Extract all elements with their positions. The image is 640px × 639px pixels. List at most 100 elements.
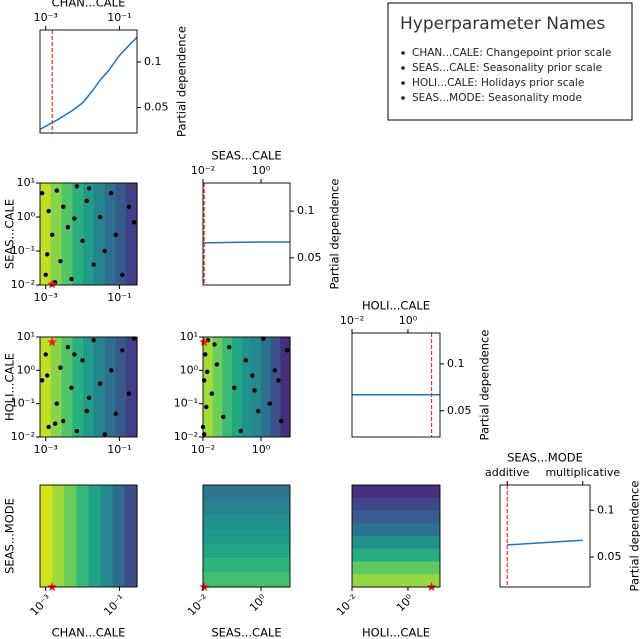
x-tick-label: 10⁻¹ [107, 443, 131, 456]
axes-frame [202, 336, 291, 438]
axes-frame [202, 182, 291, 286]
contour-band [40, 337, 52, 437]
sample-point [267, 401, 272, 406]
sample-point [120, 272, 125, 277]
pd-line [39, 36, 138, 131]
contour-band [83, 183, 95, 285]
contour-band [100, 485, 114, 587]
contour-band [72, 183, 84, 285]
contour-band [61, 337, 73, 437]
y-tick-label: 10⁰ [180, 363, 199, 376]
axes-frame [351, 484, 441, 588]
y-tick-label: 0.05 [597, 550, 622, 563]
sample-point [54, 401, 60, 406]
x-axis-label: HOLI...CALE [362, 299, 430, 313]
contour-band [112, 485, 126, 587]
contour-band [352, 536, 440, 550]
x-tick-label: 10⁻¹ [107, 291, 131, 304]
sample-point [126, 391, 132, 396]
panel: 10⁻³ 10⁻¹ CHAN...CALE SEAS...MODE [3, 484, 138, 639]
bullet [401, 81, 405, 85]
contour-band [280, 337, 291, 437]
best-point [47, 279, 57, 289]
sample-point [43, 272, 48, 277]
x-tick-label: 10⁻³ [34, 11, 58, 24]
x-axis-label: HOLI...CALE [362, 626, 430, 639]
x-tick-label: 10⁻¹ [101, 592, 127, 618]
contour-band [76, 485, 90, 587]
y-tick-label: 10⁻¹ [174, 397, 198, 410]
y-tick-label: 10¹ [17, 330, 35, 343]
axes-frame [39, 29, 138, 134]
axes-frame [351, 332, 441, 438]
best-point [199, 582, 209, 591]
x-tick-label: multiplicative [545, 466, 620, 479]
y-axis-label: Partial dependence [478, 330, 492, 441]
best-point [47, 337, 57, 347]
sample-point [250, 373, 255, 378]
sample-point [84, 198, 89, 203]
y-tick-label: 0.1 [447, 357, 465, 370]
sample-point [43, 352, 48, 357]
x-tick-label: 10⁰ [399, 314, 418, 327]
y-tick-label: 0.1 [144, 55, 162, 68]
contour-band [126, 337, 138, 437]
legend-title: Hyperparameter Names [400, 14, 605, 34]
sample-point [209, 391, 214, 396]
sample-point [61, 204, 66, 209]
contour-band [64, 485, 77, 587]
x-tick-label: 10⁻³ [28, 592, 54, 618]
contour-band [222, 337, 233, 437]
sample-point [131, 220, 137, 225]
sample-point [39, 191, 45, 196]
sample-point [58, 259, 63, 264]
contour-band [93, 183, 106, 285]
y-tick-label: 10⁰ [17, 210, 36, 223]
sample-point [84, 408, 89, 414]
legend-box: Hyperparameter Names CHAN...CALE: Change… [387, 2, 633, 121]
contour-band [203, 485, 290, 501]
y-tick-label: 10⁻¹ [11, 244, 35, 257]
sample-point [46, 424, 51, 430]
legend-item: HOLI...CALE: Holidays prior scale [412, 77, 584, 89]
x-tick-label: additive [485, 466, 530, 479]
x-axis-label: SEAS...CALE [211, 626, 281, 639]
contour-band [232, 337, 243, 437]
sample-point [113, 232, 119, 237]
contour-band [203, 572, 290, 588]
y-axis-label: Partial dependence [628, 481, 640, 592]
sample-point [109, 191, 114, 196]
sample-point [80, 358, 85, 363]
contour-band [40, 183, 52, 285]
y-axis-label: HOLI...CALE [3, 353, 17, 421]
panel: 10⁻² 10⁰ 10⁻² 10⁻¹ 10⁰ 10¹ [174, 330, 291, 456]
y-axis-label: Partial dependence [175, 26, 189, 137]
contour-band [352, 485, 440, 499]
sample-point [102, 432, 107, 437]
contour-band [40, 485, 53, 587]
sample-point [74, 428, 80, 434]
y-tick-label: 10¹ [180, 330, 198, 343]
x-tick-label: 10⁻³ [34, 291, 58, 304]
contour-band [261, 337, 272, 437]
bullet [401, 66, 405, 70]
sample-point [214, 362, 220, 367]
x-tick-label: 10⁻² [191, 443, 215, 456]
sample-point [61, 418, 66, 424]
y-tick-label: 10⁻² [11, 430, 35, 443]
sample-point [52, 421, 58, 426]
bullet [401, 51, 405, 55]
contour-band [104, 183, 117, 285]
sample-point [205, 369, 210, 375]
axes-frame [39, 336, 138, 438]
contour-band [104, 337, 117, 437]
sample-point [69, 385, 74, 390]
x-tick-label: 10⁰ [394, 592, 417, 615]
contour-band [352, 561, 440, 575]
contour-band [93, 337, 106, 437]
sample-point [97, 214, 103, 220]
contour-band [50, 337, 63, 437]
x-tick-label: 10⁰ [247, 592, 270, 615]
contour-band [212, 337, 223, 437]
